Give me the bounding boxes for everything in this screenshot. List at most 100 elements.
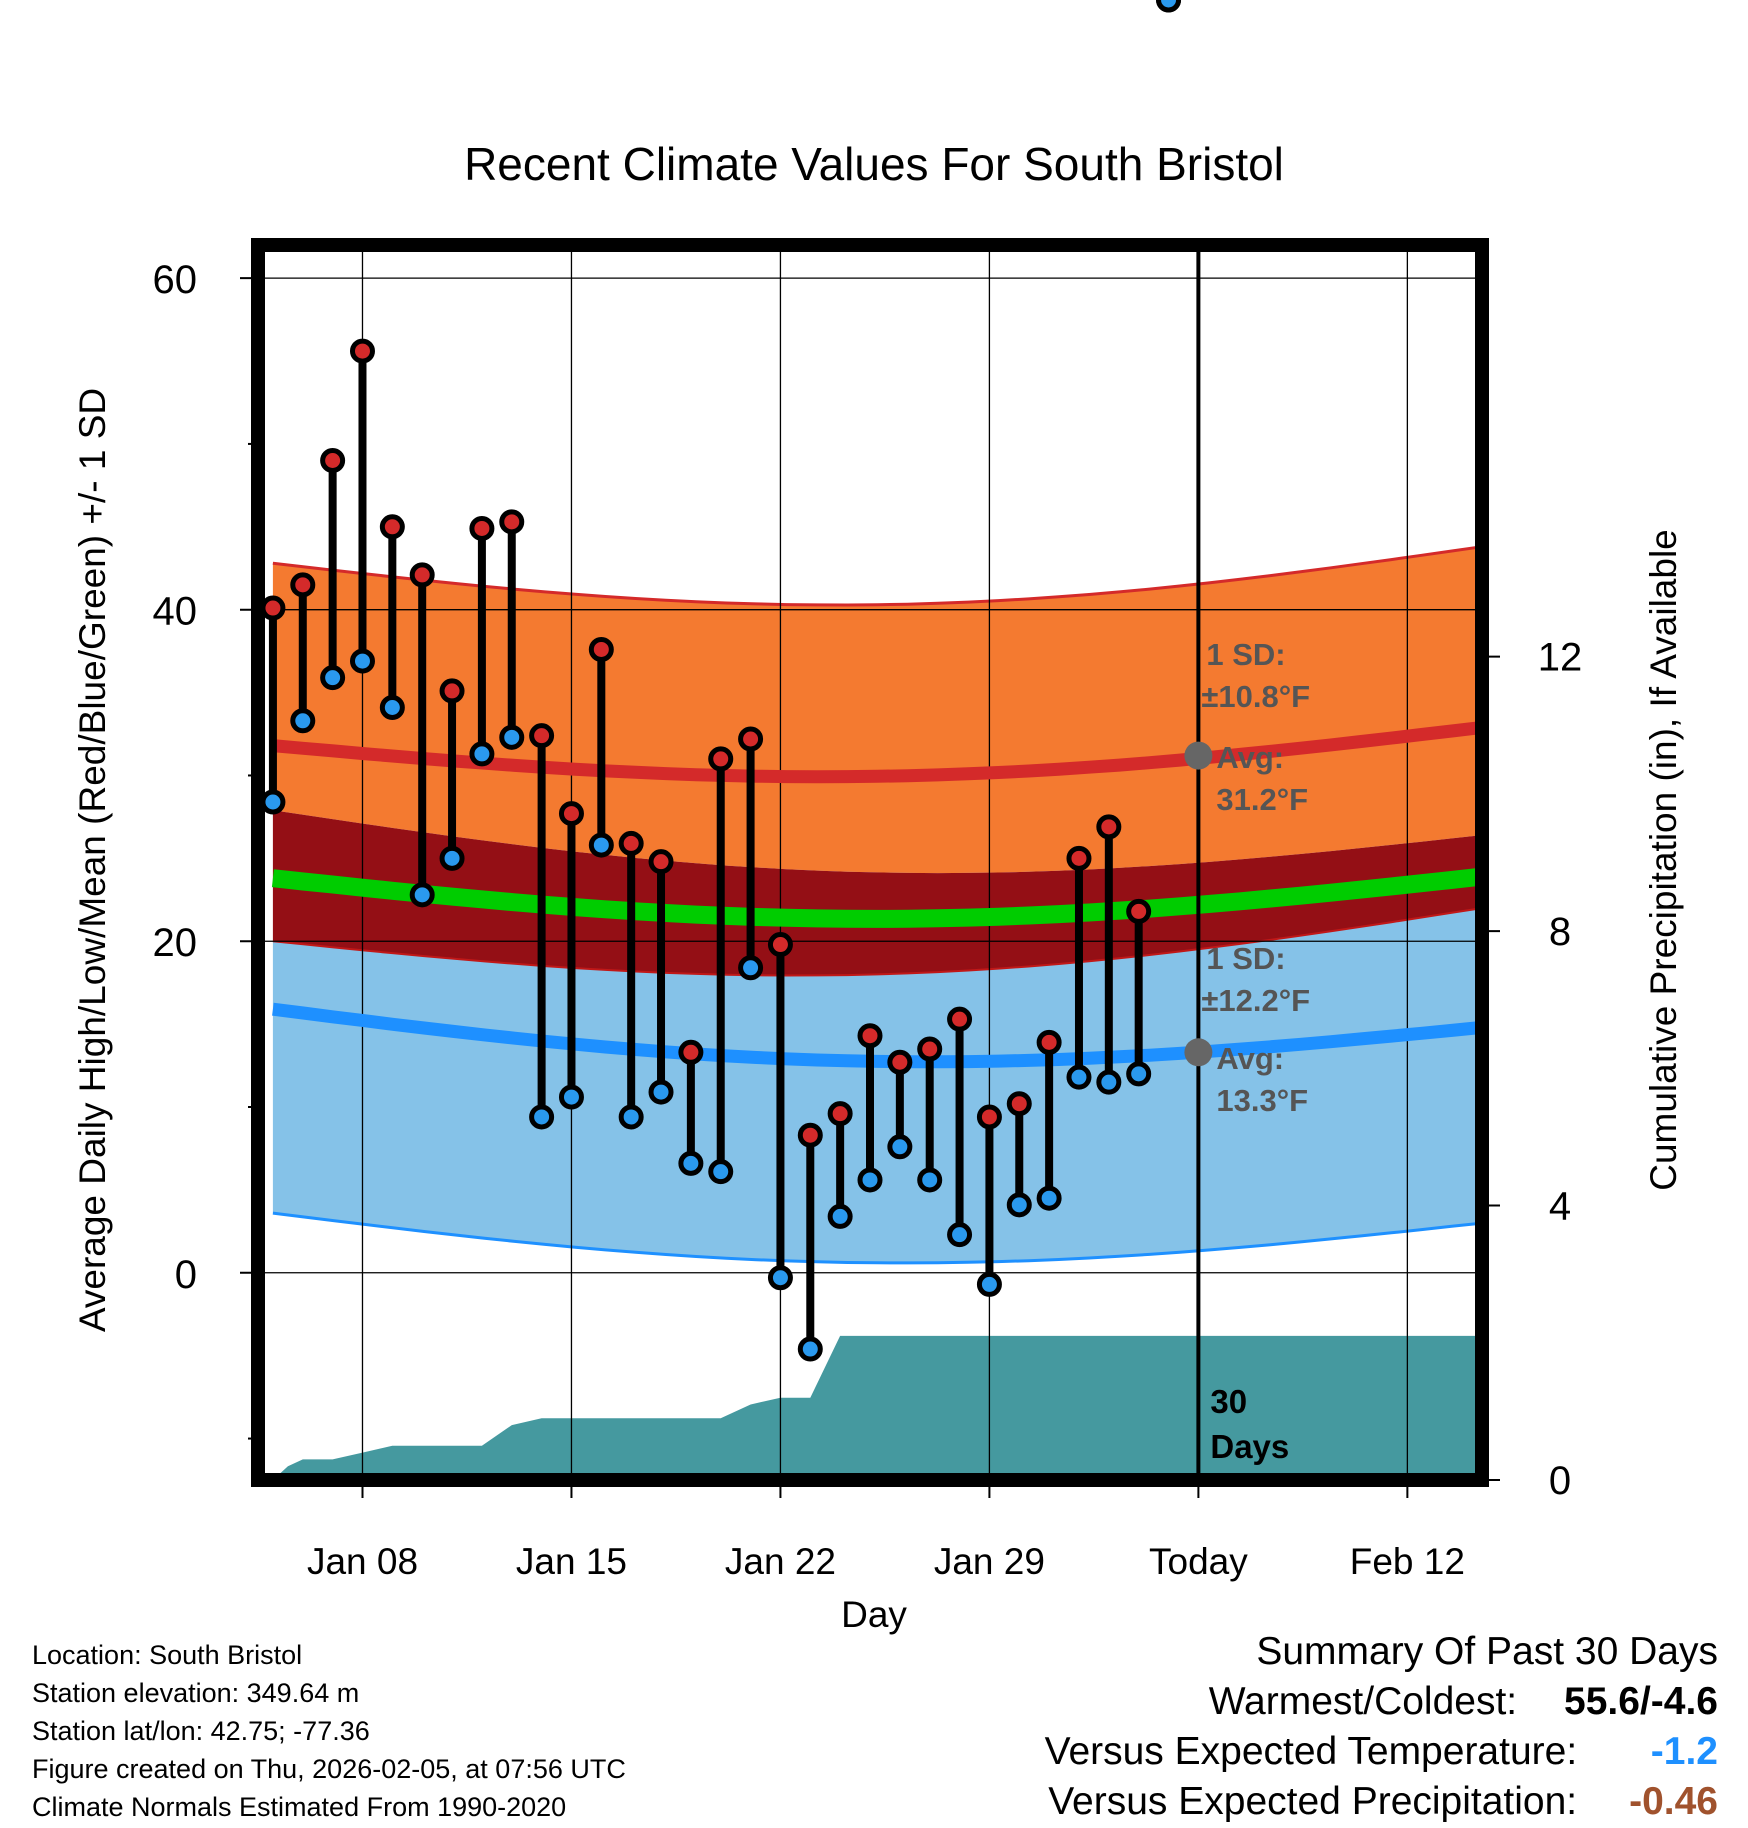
high-point (678, 1039, 704, 1065)
high-avg-value: 31.2°F (1216, 782, 1308, 817)
low-point (439, 845, 465, 871)
low-point (1096, 1069, 1122, 1095)
high-point (827, 1101, 853, 1127)
low-point (1006, 1192, 1032, 1218)
low-point (947, 1222, 973, 1248)
y-right-axis-label: Cumulative Precipitation (in), If Availa… (1643, 529, 1684, 1191)
low-point (797, 1336, 823, 1362)
high-point (857, 1023, 883, 1049)
low-point (529, 1104, 555, 1130)
info-location: Location: South Bristol (32, 1640, 303, 1670)
high-point (290, 572, 316, 598)
normal-mean-line (271, 867, 1483, 928)
high-avg-label: Avg: (1216, 740, 1284, 775)
x-axis-label: Day (841, 1594, 907, 1635)
chart-title: Recent Climate Values For South Bristol (464, 138, 1284, 190)
high-point (260, 595, 286, 621)
low-lower-edge (272, 1211, 1483, 1265)
low-point (917, 1167, 943, 1193)
summary-title: Summary Of Past 30 Days (1256, 1630, 1718, 1673)
low-point (1036, 1185, 1062, 1211)
high-point (1126, 898, 1152, 924)
low-point (857, 1167, 883, 1193)
low-point (1156, 0, 1182, 13)
high-point (1006, 1091, 1032, 1117)
y-right-tick-label: 4 (1549, 1185, 1571, 1229)
low-upper-edge (272, 907, 1483, 977)
high-point (708, 746, 734, 772)
summary-warmest-value: 55.6/-4.6 (1564, 1680, 1718, 1723)
high-sd-value: ±10.8°F (1201, 679, 1310, 714)
high-point (588, 636, 614, 662)
precip-area (272, 1335, 1482, 1480)
normal-low-line (272, 1002, 1483, 1069)
high-point (409, 562, 435, 588)
y-tick-label: 40 (153, 590, 198, 634)
x-tick-label: Today (1149, 1541, 1248, 1582)
plot-frame (251, 238, 1489, 1487)
x-tick-label: Jan 15 (516, 1541, 627, 1582)
low-point (1066, 1064, 1092, 1090)
low-point (469, 741, 495, 767)
low-avg-value: 13.3°F (1216, 1083, 1308, 1118)
high-avg-marker (1184, 741, 1213, 770)
low-point (499, 724, 525, 750)
low-point (290, 708, 316, 734)
y-tick-label: 0 (175, 1253, 197, 1297)
summary-temp-label: Versus Expected Temperature: (1044, 1730, 1578, 1773)
y-right-tick-label: 8 (1549, 910, 1571, 954)
low-avg-marker (1184, 1038, 1213, 1067)
high-point (618, 830, 644, 856)
low-point (976, 1271, 1002, 1297)
summary-temp: Versus Expected Temperature: -1.2 (1045, 1730, 1718, 1774)
low-point (349, 648, 375, 674)
days-count-label: 30 (1210, 1383, 1247, 1420)
high-upper-edge (272, 545, 1483, 607)
high-sd-label: 1 SD: (1206, 637, 1285, 672)
summary-precip-label: Versus Expected Precipitation: (1048, 1780, 1578, 1823)
low-point (887, 1134, 913, 1160)
y-right-tick-label: 0 (1549, 1459, 1571, 1503)
high-point (1066, 845, 1092, 871)
high-point (1036, 1029, 1062, 1055)
days-word-label: Days (1210, 1428, 1289, 1465)
high-point (976, 1104, 1002, 1130)
low-point (618, 1104, 644, 1130)
low-point (738, 955, 764, 981)
low-sd-label: 1 SD: (1206, 941, 1285, 976)
high-point (529, 723, 555, 749)
high-point (738, 726, 764, 752)
low-point (588, 832, 614, 858)
summary-warmest: Warmest/Coldest: 55.6/-4.6 (1209, 1680, 1718, 1724)
low-avg-label: Avg: (1216, 1041, 1284, 1076)
low-point (558, 1084, 584, 1110)
y-right-tick-label: 12 (1538, 636, 1583, 680)
summary-warmest-label: Warmest/Coldest: (1208, 1680, 1518, 1723)
high-point (797, 1122, 823, 1148)
info-latlon: Station lat/lon: 42.75; -77.36 (32, 1716, 370, 1746)
x-tick-label: Jan 29 (934, 1541, 1045, 1582)
high-point (379, 514, 405, 540)
summary-precip: Versus Expected Precipitation: -0.46 (1048, 1780, 1718, 1824)
x-tick-label: Jan 08 (307, 1541, 418, 1582)
low-point (320, 665, 346, 691)
info-normals: Climate Normals Estimated From 1990-2020 (32, 1792, 567, 1822)
low-point (260, 789, 286, 815)
low-point (409, 882, 435, 908)
info-elevation: Station elevation: 349.64 m (32, 1678, 360, 1708)
high-point (648, 849, 674, 875)
x-tick-label: Feb 12 (1350, 1541, 1465, 1582)
summary-temp-value: -1.2 (1650, 1730, 1718, 1773)
y-axis-label: Average Daily High/Low/Mean (Red/Blue/Gr… (72, 388, 113, 1332)
low-sd-value: ±12.2°F (1201, 983, 1310, 1018)
y-tick-label: 20 (153, 921, 198, 965)
high-point (767, 932, 793, 958)
high-point (439, 678, 465, 704)
low-point (767, 1265, 793, 1291)
low-point (648, 1079, 674, 1105)
high-point (469, 515, 495, 541)
low-point (1126, 1061, 1152, 1087)
high-point (320, 448, 346, 474)
low-point (827, 1203, 853, 1229)
high-point (947, 1006, 973, 1032)
